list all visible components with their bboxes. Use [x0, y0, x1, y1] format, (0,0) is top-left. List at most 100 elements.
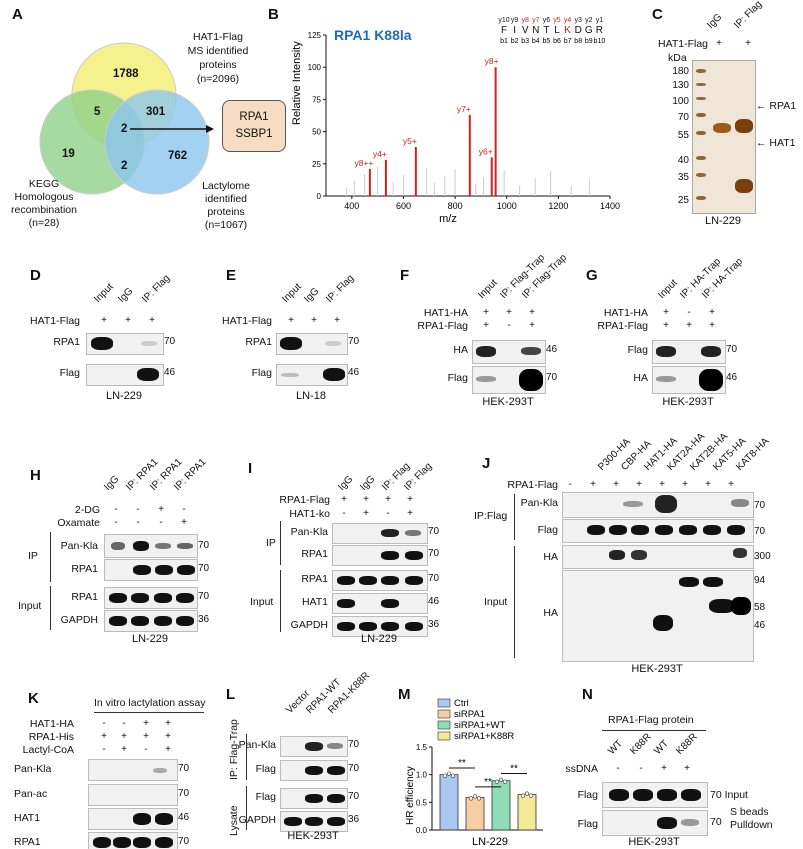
c-sign-2: +: [745, 38, 751, 49]
k-sign-2-3: +: [143, 731, 149, 742]
h-col-igg: IgG: [102, 473, 122, 493]
f-sign-1-2: +: [506, 307, 512, 318]
band: [359, 576, 377, 585]
j-group-input: Input: [484, 596, 508, 608]
l-blot-flag: [280, 760, 348, 781]
d-sign-2: +: [125, 315, 131, 326]
spectrum-ylabel: Relative Intensity: [291, 41, 303, 125]
i-blot-hat1: [332, 593, 428, 614]
k-blot-hat1: [88, 808, 178, 830]
panel-label-a: A: [12, 6, 23, 23]
m-caption: LN-229: [472, 836, 508, 848]
k-mw-4: 70: [178, 836, 190, 847]
spectrum-b-ion: b5: [543, 38, 551, 45]
g-sign-2-2: +: [686, 320, 692, 331]
m-ytick: 0.5: [416, 798, 428, 807]
j-mw-3: 300: [754, 551, 771, 562]
spectrum-b-ion: b7: [564, 38, 572, 45]
spectrum-residue: V: [522, 25, 529, 36]
g-mw-1: 70: [726, 344, 738, 355]
venn-lactylome-label: Lactylome identified proteins (n=1067): [202, 180, 250, 231]
venn-circle-lactylome: [104, 89, 210, 195]
spectrum-y-ion: y3: [574, 17, 582, 24]
n-blot-label-flag-pulldown: Flag: [577, 818, 598, 830]
h-blot-rpa1-input: [104, 587, 198, 609]
f-sign-2-3: +: [529, 320, 535, 331]
j-blot-flag: [562, 519, 754, 543]
band: [327, 817, 345, 826]
c-marker-35: 35: [677, 172, 689, 183]
i-sign-1-1: +: [341, 494, 347, 505]
k-blot-label-hat1: HAT1: [14, 812, 41, 824]
band: [327, 766, 345, 775]
band: [133, 813, 151, 825]
k-sign-3-4: +: [165, 744, 171, 755]
ms-spectrum: RPA1 K88la Relative Intensity m/z y8++y4…: [291, 17, 620, 225]
e-sign-3: +: [334, 315, 340, 326]
k-blot-label-pan-ac: Pan-ac: [14, 788, 48, 800]
l-mw-1: 70: [348, 739, 360, 750]
venn-count-all: 2: [121, 123, 128, 135]
spectrum-residue: T: [543, 25, 549, 36]
d-blot-flag: [86, 364, 164, 386]
d-col-ipflag: IP: Flag: [140, 272, 173, 305]
n-col-k88r1: K88R: [628, 731, 654, 757]
g-row-rpa1flag: RPA1-Flag: [597, 320, 648, 332]
spectrum-residue: G: [585, 25, 593, 36]
i-mw-1: 70: [428, 526, 440, 537]
n-col-k88r2: K88R: [674, 731, 700, 757]
spectrum-xtick: 800: [448, 201, 463, 211]
legend-swatch: [437, 709, 451, 719]
k-blot-label-pan-kla: Pan-Kla: [14, 763, 52, 775]
spectrum-xtick: 600: [396, 201, 411, 211]
h-sign-1-3: +: [158, 504, 164, 515]
panel-label-e: E: [226, 267, 237, 284]
panel-label-k: K: [28, 690, 39, 707]
h-sign-1-2: -: [136, 504, 140, 515]
h-sign-2-3: -: [159, 517, 163, 528]
venn-kegg-label: KEGG Homologous recombination (n=28): [11, 178, 77, 229]
g-blot-flag: [652, 340, 726, 364]
i-blot-label-hat1: HAT1: [301, 596, 328, 608]
spectrum-peak-label: y8++: [354, 158, 373, 168]
c-col-ip-flag: IP: Flag: [732, 0, 765, 31]
venn-diagram: [39, 42, 214, 195]
c-arrow-hat1: ← HAT1: [756, 137, 796, 149]
i-mw-2: 70: [428, 548, 440, 559]
k-blot-pan-ac: [88, 784, 178, 806]
spectrum-b-ion: b2: [511, 38, 519, 45]
band: [133, 837, 151, 848]
band: [337, 599, 355, 608]
e-col-ipflag: IP: Flag: [324, 272, 357, 305]
i-mw-3: 70: [428, 573, 440, 584]
f-sign-1-3: +: [529, 307, 535, 318]
d-blot-rpa1: [86, 333, 164, 355]
k-title: In vitro lactylation assay: [94, 697, 206, 709]
n-col-wt1: WT: [606, 738, 625, 757]
f-sign-2-2: -: [507, 320, 511, 331]
d-mw-2: 46: [164, 367, 176, 378]
legend-entry: siRPA1: [454, 709, 485, 720]
spectrum-ytick: 125: [308, 31, 322, 40]
venn-count-lact-only: 762: [168, 150, 188, 162]
g-caption: HEK-293T: [662, 396, 714, 408]
band: [337, 622, 355, 631]
n-blot-flag-pulldown: [602, 810, 708, 836]
band: [405, 576, 423, 585]
venn-count-hat1-kegg: 5: [94, 106, 101, 118]
spectrum-xtick: 1000: [497, 201, 517, 211]
i-sign-2-4: +: [407, 508, 413, 519]
k-sign-2-2: +: [121, 731, 127, 742]
band: [405, 622, 423, 631]
spectrum-y-ion: y9: [511, 17, 518, 24]
spectrum-ytick: 50: [312, 128, 321, 137]
k-blot-rpa1: [88, 832, 178, 849]
band: [359, 622, 377, 631]
n-right-mw: 70: [710, 816, 722, 828]
spectrum-b-ion: b6: [553, 38, 561, 45]
f-sign-2-1: +: [483, 320, 489, 331]
h-sign-2-2: -: [136, 517, 140, 528]
k-sign-1-3: +: [143, 718, 149, 729]
h-group-input: Input: [18, 600, 42, 612]
